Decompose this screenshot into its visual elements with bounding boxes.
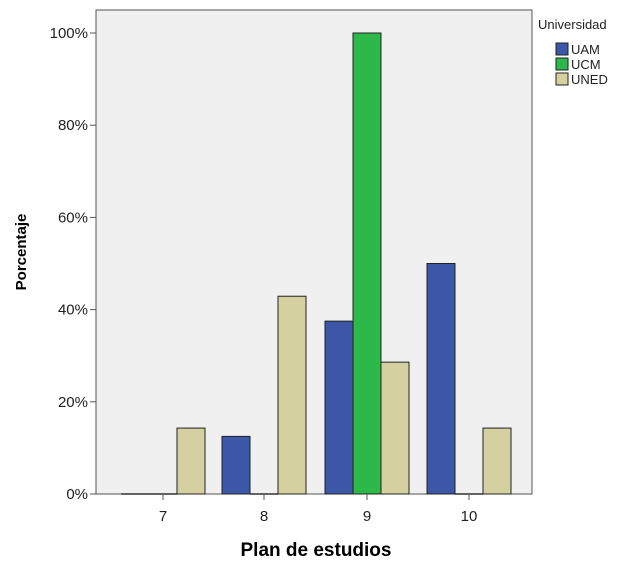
bar-ucm-9 (352, 32, 382, 495)
x-tick-label: 7 (159, 508, 167, 525)
y-tick-label: 40% (58, 302, 88, 319)
bars-group (121, 32, 512, 495)
legend-label-ucm: UCM (571, 57, 601, 72)
legend-swatch-ucm (555, 57, 569, 71)
x-tick-label: 8 (260, 508, 268, 525)
bar-uned-9 (380, 361, 410, 495)
y-tick-label: 100% (50, 25, 88, 42)
x-axis-title: Plan de estudios (241, 540, 392, 561)
bar-uned-8 (277, 295, 307, 495)
x-axis: 7 8 9 10 (159, 494, 478, 525)
legend-swatch-uam (555, 42, 569, 56)
y-tick-label: 0% (66, 486, 88, 503)
bar-uam-9 (324, 320, 354, 495)
bar-uned-7 (176, 427, 206, 495)
y-tick-label: 20% (58, 394, 88, 411)
y-axis: 0% 20% 40% 60% 80% 100% (50, 25, 96, 503)
legend-label-uam: UAM (571, 42, 600, 57)
x-tick-label: 10 (461, 508, 478, 525)
x-tick-label: 9 (363, 508, 371, 525)
y-tick-label: 60% (58, 209, 88, 226)
bar-uam-10 (426, 263, 456, 495)
legend-swatch-uned (555, 72, 569, 86)
bar-uam-8 (221, 435, 251, 495)
legend-label-uned: UNED (571, 72, 608, 87)
bar-uned-10 (482, 427, 512, 495)
y-axis-title: Porcentaje (13, 214, 30, 291)
y-tick-label: 80% (58, 117, 88, 134)
plot-area (95, 9, 533, 495)
legend-title: Universidad (538, 17, 607, 32)
